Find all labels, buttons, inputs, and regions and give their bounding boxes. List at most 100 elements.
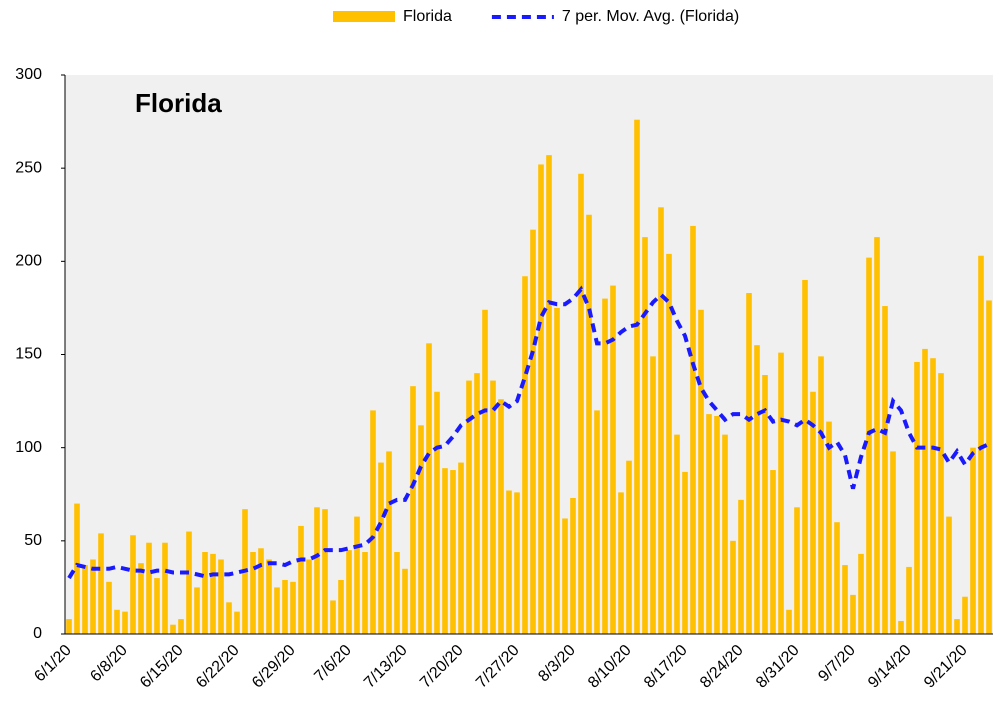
bar [250,552,256,634]
x-tick-label: 7/6/20 [311,642,355,686]
bar [546,155,552,634]
bar [810,391,816,634]
bar [386,451,392,634]
bar [90,559,96,634]
bar [210,553,216,634]
bar [202,552,208,634]
x-tick-label: 6/29/20 [249,642,299,692]
bar [258,548,264,634]
plot-area [65,75,993,634]
bar [698,309,704,634]
x-tick-label: 8/10/20 [585,642,635,692]
bar [922,348,928,634]
bar [866,257,872,634]
x-tick-label: 7/27/20 [473,642,523,692]
bar [634,119,640,635]
bar [314,507,320,634]
bar [450,470,456,634]
bar [394,552,400,634]
bar [170,624,176,634]
bar [538,164,544,634]
bar [954,619,960,634]
bar [674,434,680,634]
bar [554,307,560,634]
bar [770,470,776,634]
bar [402,568,408,634]
bar [418,425,424,634]
bar [738,499,744,634]
bar [370,410,376,634]
bar [322,509,328,634]
bar [66,619,72,634]
bar [898,620,904,634]
x-tick-label: 8/3/20 [535,642,579,686]
bar [274,587,280,634]
bar [338,579,344,634]
bar [458,462,464,634]
y-tick-label: 250 [15,159,42,176]
x-tick-label: 6/8/20 [87,642,131,686]
bar [506,490,512,634]
x-tick-label: 9/7/20 [815,642,859,686]
x-tick-label: 6/22/20 [193,642,243,692]
bar [882,306,888,634]
bar [938,373,944,634]
bar [706,414,712,634]
bar [930,358,936,634]
bar [122,611,128,634]
bar [626,460,632,634]
bar [282,579,288,634]
bar [914,361,920,634]
x-tick-label: 7/13/20 [361,642,411,692]
bar [754,345,760,634]
bar [410,386,416,634]
bar [354,516,360,634]
bar [330,600,336,634]
bar [290,581,296,634]
bar [642,237,648,635]
bar [946,516,952,634]
bar [650,356,656,634]
bar [842,565,848,634]
bar [746,293,752,634]
bar [226,602,232,634]
bar [594,410,600,634]
bar [266,559,272,634]
bar [146,542,152,634]
y-tick-label: 200 [15,253,42,270]
bar [682,471,688,634]
bar [298,525,304,634]
bar [530,229,536,634]
bar [154,578,160,634]
y-tick-label: 300 [15,66,42,83]
bar [666,253,672,634]
bar [794,507,800,634]
bar [426,343,432,634]
x-tick-label: 8/31/20 [753,642,803,692]
y-tick-label: 100 [15,439,42,456]
bar [362,552,368,634]
x-tick-label: 9/21/20 [921,642,971,692]
bar [986,300,992,634]
bar [98,533,104,634]
legend-label: 7 per. Mov. Avg. (Florida) [562,8,739,25]
bar [850,594,856,634]
bar [602,298,608,634]
bar [186,531,192,634]
bar [194,587,200,634]
bar [762,374,768,634]
bar [346,550,352,634]
bar [786,609,792,634]
bar [114,609,120,634]
legend-label: Florida [403,8,452,25]
bar [74,503,80,634]
bar [658,207,664,634]
bar [162,542,168,634]
chart-title: Florida [135,88,222,118]
bar [306,559,312,634]
bar [378,462,384,634]
bar [570,497,576,634]
bar [106,581,112,634]
y-tick-label: 150 [15,346,42,363]
bar [586,214,592,634]
